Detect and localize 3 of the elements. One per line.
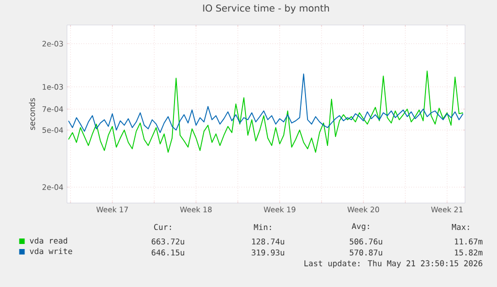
line-series <box>68 74 464 134</box>
line-series <box>68 70 464 153</box>
chart-title: IO Service time - by month <box>203 4 329 14</box>
